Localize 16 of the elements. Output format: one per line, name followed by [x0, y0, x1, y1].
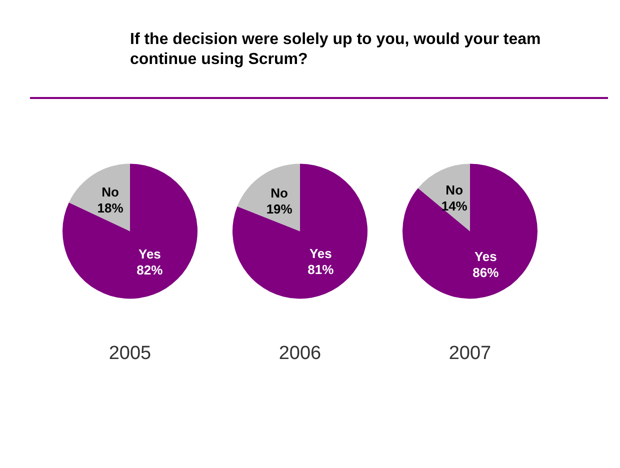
text: 2006: [278, 343, 322, 364]
data-label: 18%: [97, 200, 124, 216]
text: 2007: [448, 343, 492, 364]
data-label: 14%: [441, 198, 468, 214]
data-label: 81%: [308, 262, 334, 278]
slice-label: No: [102, 184, 120, 200]
data-label: 86%: [472, 264, 500, 280]
slice-label: No: [446, 182, 464, 198]
slice-label: No: [270, 185, 288, 200]
slice-label: Yes: [309, 246, 332, 262]
text: If the decision were solely up to you, would your team continue using Scrum?: [130, 30, 542, 70]
text: 2005: [108, 343, 152, 364]
data-label: 82%: [136, 262, 164, 278]
data-label: 19%: [266, 201, 293, 216]
slice-label: Yes: [474, 248, 497, 264]
slice-label: Yes: [138, 246, 161, 262]
